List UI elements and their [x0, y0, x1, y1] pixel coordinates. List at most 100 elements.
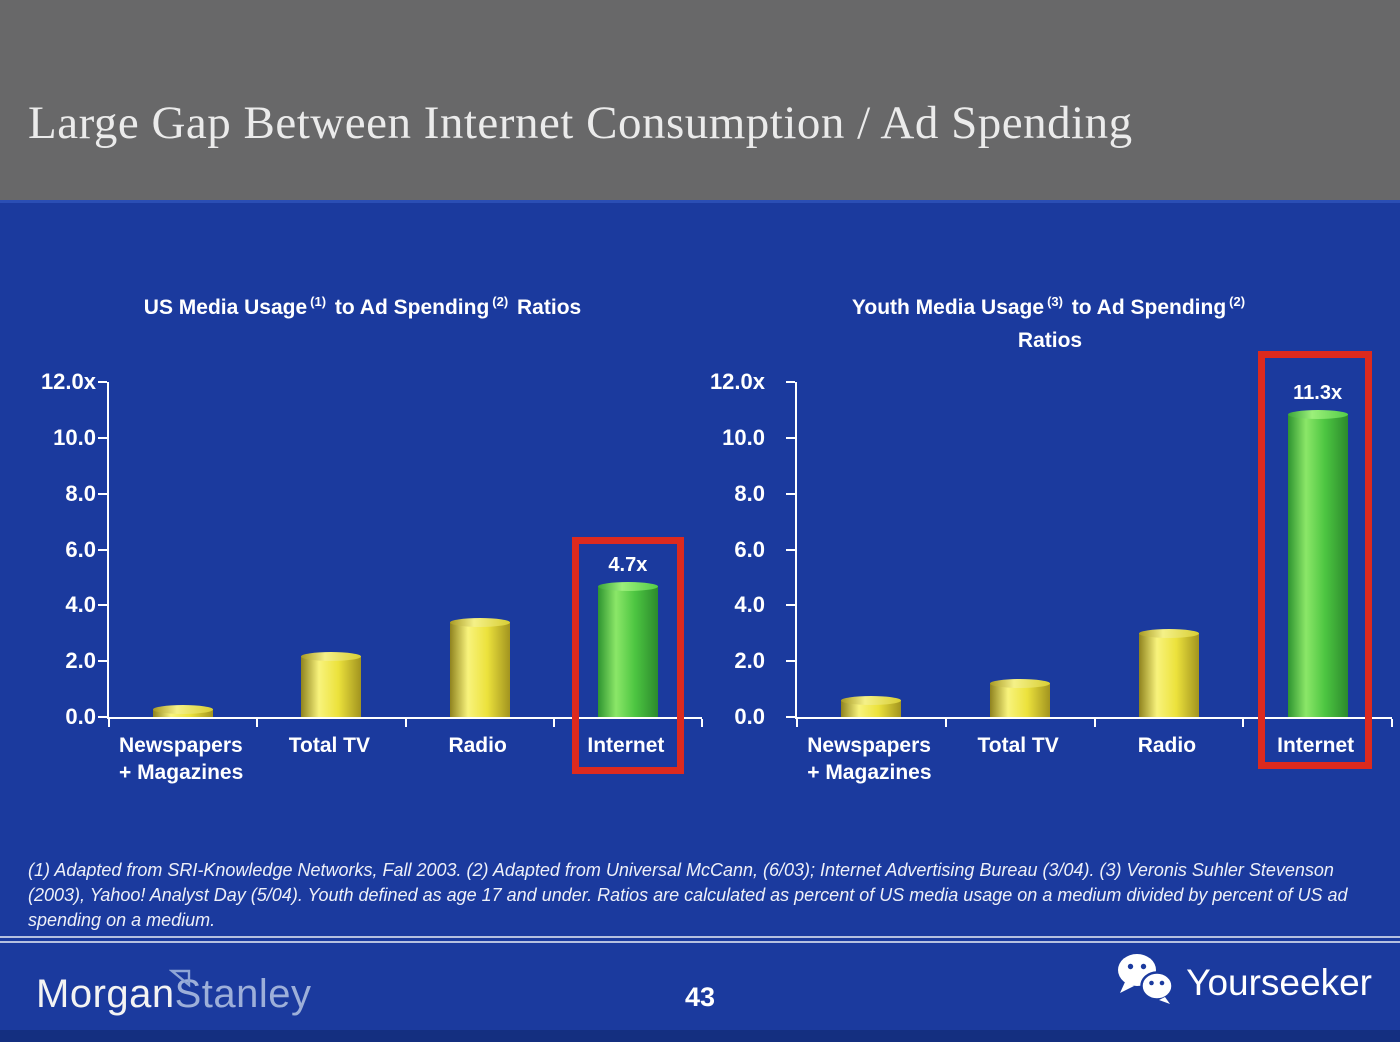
category-label: Total TV — [944, 732, 1093, 787]
y-tick-label: 12.0x — [40, 369, 96, 394]
wechat-icon — [1116, 952, 1176, 1013]
category-label: Newspapers + Magazines — [795, 732, 944, 787]
category-label: Internet — [1241, 732, 1390, 787]
youth-chart-plot-area: 11.3x — [786, 381, 1393, 727]
bar-total — [990, 679, 1051, 717]
x-tick-mark — [796, 719, 798, 727]
category-label: Internet — [552, 732, 700, 787]
x-tick-mark — [701, 719, 703, 727]
slide-title: Large Gap Between Internet Consumption /… — [28, 97, 1133, 149]
category-label-text: Radio — [448, 734, 507, 757]
watermark-text: Yourseeker — [1186, 961, 1372, 1003]
chart-title-line2: Ratios — [1017, 328, 1083, 352]
category-label: Radio — [404, 732, 552, 787]
bar-internet — [1287, 410, 1348, 717]
youth-chart-y-axis-labels: 12.0x 10.0 8.0 6.0 4.0 2.0 0.0 — [659, 369, 775, 729]
us-chart-plot-area: 4.7x — [98, 381, 703, 727]
y-tick-mark — [98, 548, 107, 551]
yourseeker-watermark: Yourseeker — [1116, 952, 1372, 1013]
bar-value-label: 11.3x — [1293, 382, 1343, 404]
highlight-box-internet-us — [572, 537, 684, 774]
chart-title-superscript: (2) — [492, 294, 509, 309]
category-label-text: Total TV — [977, 734, 1059, 757]
category-label: Radio — [1093, 732, 1242, 787]
y-tick-mark — [98, 716, 107, 718]
bar-total — [301, 652, 362, 717]
x-tick-mark — [256, 719, 259, 727]
highlight-box-internet-youth — [1258, 351, 1372, 769]
x-tick-mark — [552, 719, 555, 727]
category-label-text: Internet — [1277, 734, 1355, 757]
footer-divider — [0, 936, 1400, 943]
chart-title-text: Ratios — [517, 296, 582, 319]
youth-chart-title: Youth Media Usage (3) to Ad Spending (2) R… — [755, 292, 1345, 357]
us-chart-category-labels: Newspapers + Magazines Total TV Radio Inter… — [107, 732, 700, 787]
y-tick-label: 10.0 — [53, 424, 96, 450]
us-chart-bars: 4.7x — [109, 382, 702, 717]
youth-chart-bars: 11.3x — [797, 382, 1392, 717]
y-tick-mark — [786, 436, 795, 439]
x-tick-mark — [1391, 719, 1393, 727]
bar-column — [257, 382, 405, 717]
bar-column — [1095, 382, 1244, 717]
youth-chart-category-labels: Newspapers + Magazines Total TV Radio Inter… — [795, 732, 1390, 787]
y-tick-mark — [98, 604, 107, 607]
chart-title-text: to Ad Spending — [1071, 296, 1227, 319]
category-label-text: Radio — [1137, 734, 1197, 757]
category-label-text: Internet — [587, 734, 665, 757]
y-tick-label: 0.0 — [734, 704, 765, 729]
x-tick-mark — [1242, 719, 1245, 727]
y-tick-mark — [786, 492, 795, 495]
y-tick-label: 6.0 — [734, 536, 765, 562]
bar-column — [109, 382, 257, 717]
x-tick-mark — [1093, 719, 1096, 727]
bar-internet — [597, 582, 658, 717]
bar-radio — [1138, 629, 1199, 717]
y-tick-label: 4.0 — [734, 592, 765, 618]
bar-column — [797, 382, 946, 717]
chart-title-superscript: (1) — [310, 294, 327, 309]
y-tick-mark — [786, 660, 795, 663]
y-tick-label: 6.0 — [65, 536, 96, 562]
y-tick-mark — [98, 436, 107, 439]
slide-header: Large Gap Between Internet Consumption /… — [0, 0, 1400, 203]
x-tick-mark — [404, 719, 407, 727]
y-tick-label: 4.0 — [65, 592, 96, 618]
footnote: (1) Adapted from SRI-Knowledge Networks,… — [28, 860, 1348, 930]
bar-column — [946, 382, 1095, 717]
logo-text-morgan: Morgan — [36, 972, 175, 1016]
chart-title-line: Youth Media Usage (3) to Ad Spending (2) — [755, 292, 1345, 325]
us-chart-y-axis-labels: 12.0x 10.0 8.0 6.0 4.0 2.0 0.0 — [0, 369, 106, 729]
x-tick-mark — [944, 719, 947, 727]
bar-newspapers — [841, 696, 902, 717]
chart-title-superscript: (3) — [1047, 294, 1063, 309]
y-tick-mark — [786, 548, 795, 551]
category-label: Newspapers + Magazines — [107, 732, 255, 787]
y-tick-mark — [98, 660, 107, 663]
us-chart-title: US Media Usage (1) to Ad Spending (2) Rati… — [40, 292, 685, 325]
bar-column: 4.7x — [554, 382, 702, 717]
chart-title-superscript: (2) — [1229, 294, 1246, 309]
chart-title-text: to Ad Spending — [334, 296, 490, 319]
y-tick-label: 2.0 — [734, 648, 765, 674]
chart-title-text: US Media Usage — [143, 296, 308, 319]
bar-value-label: 4.7x — [608, 554, 648, 576]
bar-newspapers — [153, 705, 214, 717]
bottom-strip — [0, 1030, 1400, 1042]
page-number: 43 — [684, 982, 716, 1012]
bar-radio — [449, 618, 510, 717]
bar-column: 11.3x — [1243, 382, 1392, 717]
y-tick-mark — [786, 381, 795, 383]
category-label-text: Total TV — [288, 734, 371, 757]
category-label: Total TV — [255, 732, 403, 787]
y-tick-label: 8.0 — [734, 480, 765, 506]
y-tick-label: 0.0 — [65, 704, 96, 729]
y-tick-mark — [786, 716, 795, 718]
morgan-stanley-logo: Morgan Stanley — [36, 969, 312, 1017]
y-tick-mark — [98, 492, 107, 495]
y-tick-mark — [98, 381, 107, 383]
y-tick-label: 10.0 — [722, 424, 765, 450]
category-label-text: Newspapers + Magazines — [118, 734, 244, 785]
category-label-text: Newspapers + Magazines — [807, 734, 932, 785]
y-tick-label: 8.0 — [65, 480, 96, 506]
